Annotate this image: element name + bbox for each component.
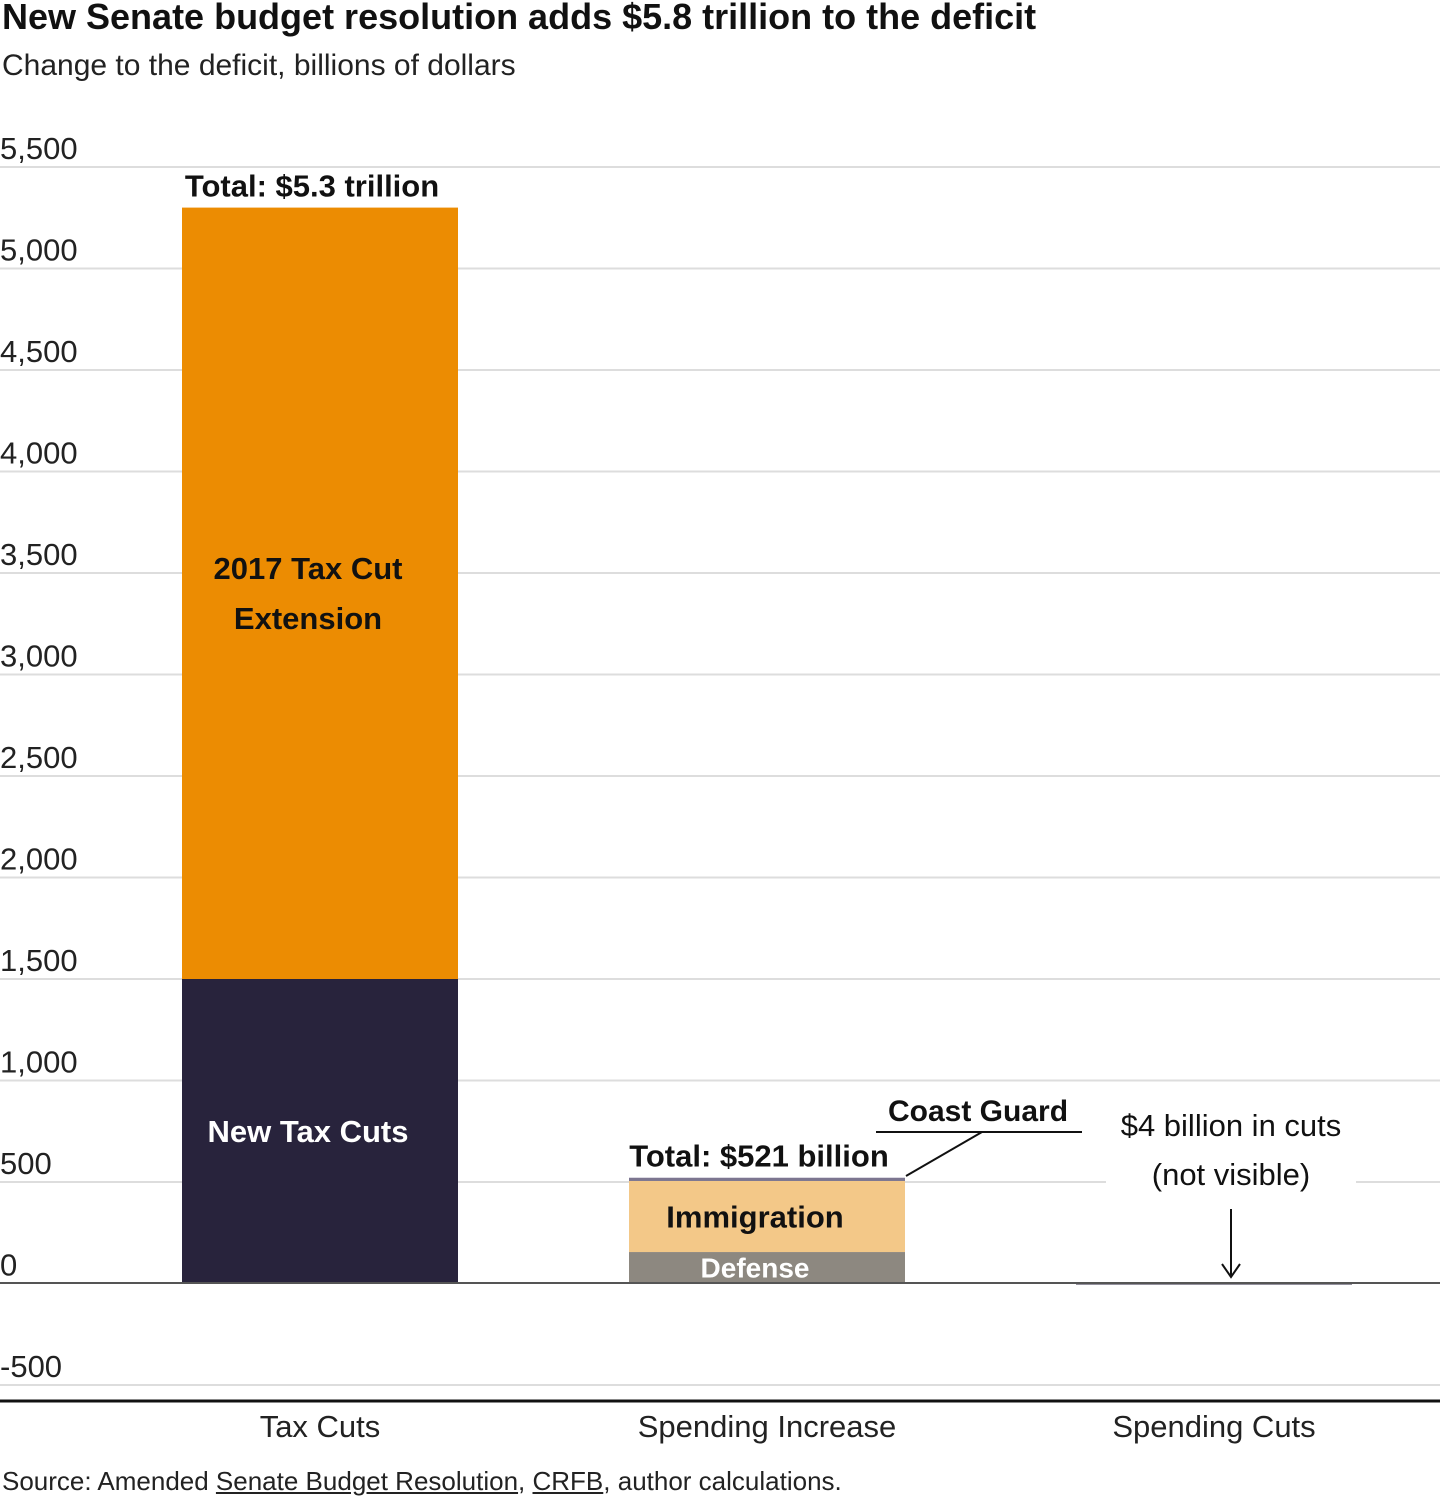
segment-label-new-tax-cuts: New Tax Cuts (208, 1114, 409, 1149)
segment-label-immigration: Immigration (666, 1199, 843, 1234)
total-label-spending-increase: Total: $521 billion (629, 1139, 889, 1174)
y-tick-label-4-500: 4,500 (0, 334, 78, 369)
bar-segment-coast-guard (629, 1177, 905, 1181)
x-tick-label-spending-cuts: Spending Cuts (1112, 1409, 1315, 1444)
y-tick-label-0: 0 (0, 1248, 17, 1283)
y-tick-label-500: -500 (0, 1349, 62, 1384)
bar-segment-immigration (629, 1180, 905, 1253)
annotations: Coast Guard $4 billion in cuts (not visi… (876, 1095, 1356, 1279)
bar-labels: New Tax Cuts 2017 Tax Cut Extension Total: … (185, 169, 889, 1284)
y-axis-tick-labels: 5,500 5,000 4,500 4,000 3,500 3,000 2,500 2,000… (0, 131, 78, 1384)
cuts-note-backdrop (1106, 1106, 1356, 1194)
y-tick-label-5-500: 5,500 (0, 131, 78, 166)
cuts-arrow-head-icon (1221, 1263, 1241, 1279)
y-tick-label-1-000: 1,000 (0, 1045, 78, 1080)
x-tick-label-tax-cuts: Tax Cuts (260, 1409, 381, 1444)
x-axis-tick-labels: Tax Cuts Spending Increase Spending Cuts (260, 1409, 1316, 1444)
coast-guard-label: Coast Guard (888, 1095, 1068, 1128)
source-prefix: Source: Amended (2, 1466, 216, 1496)
segment-label-2017-tax-cut-extension-line-1: 2017 Tax Cut (214, 551, 403, 586)
bar-segment-defense (629, 1252, 905, 1284)
total-label-tax-cuts: Total: $5.3 trillion (185, 169, 439, 204)
cuts-note-line-1: $4 billion in cuts (1121, 1108, 1342, 1143)
y-tick-label-4-000: 4,000 (0, 436, 78, 471)
y-tick-label-2-500: 2,500 (0, 740, 78, 775)
y-tick-label-3-500: 3,500 (0, 537, 78, 572)
bar-segment-new-tax-cuts (182, 979, 458, 1284)
coast-guard-leader-line (905, 1131, 983, 1177)
source-link-senate-budget-resolution[interactable]: Senate Budget Resolution (215, 1466, 519, 1496)
cuts-note-line-2: (not visible) (1152, 1157, 1311, 1192)
y-tick-label-1-500: 1,500 (0, 943, 78, 978)
y-tick-label-2-000: 2,000 (0, 842, 78, 877)
source-note: Source: Amended Senate Budget Resolution… (2, 1466, 842, 1497)
chart-plot: 5,500 5,000 4,500 4,000 3,500 3,000 2,500 2,000… (0, 131, 1440, 1444)
source-link-crfb[interactable]: CRFB (532, 1466, 604, 1496)
y-tick-label-3-000: 3,000 (0, 639, 78, 674)
segment-label-defense: Defense (701, 1253, 810, 1284)
chart-subtitle: Change to the deficit, billions of dolla… (2, 49, 516, 82)
bars (182, 207, 1352, 1285)
source-separator: , (518, 1466, 533, 1496)
y-tick-label-500: 500 (0, 1146, 52, 1181)
bar-segment-2017-tax-cut-extension (182, 207, 458, 980)
source-suffix: , author calculations. (603, 1466, 842, 1496)
segment-label-2017-tax-cut-extension-line-2: Extension (234, 601, 382, 636)
chart-title: New Senate budget resolution adds $5.8 t… (2, 0, 1037, 37)
y-tick-label-5-000: 5,000 (0, 233, 78, 268)
x-tick-label-spending-increase: Spending Increase (638, 1409, 897, 1444)
